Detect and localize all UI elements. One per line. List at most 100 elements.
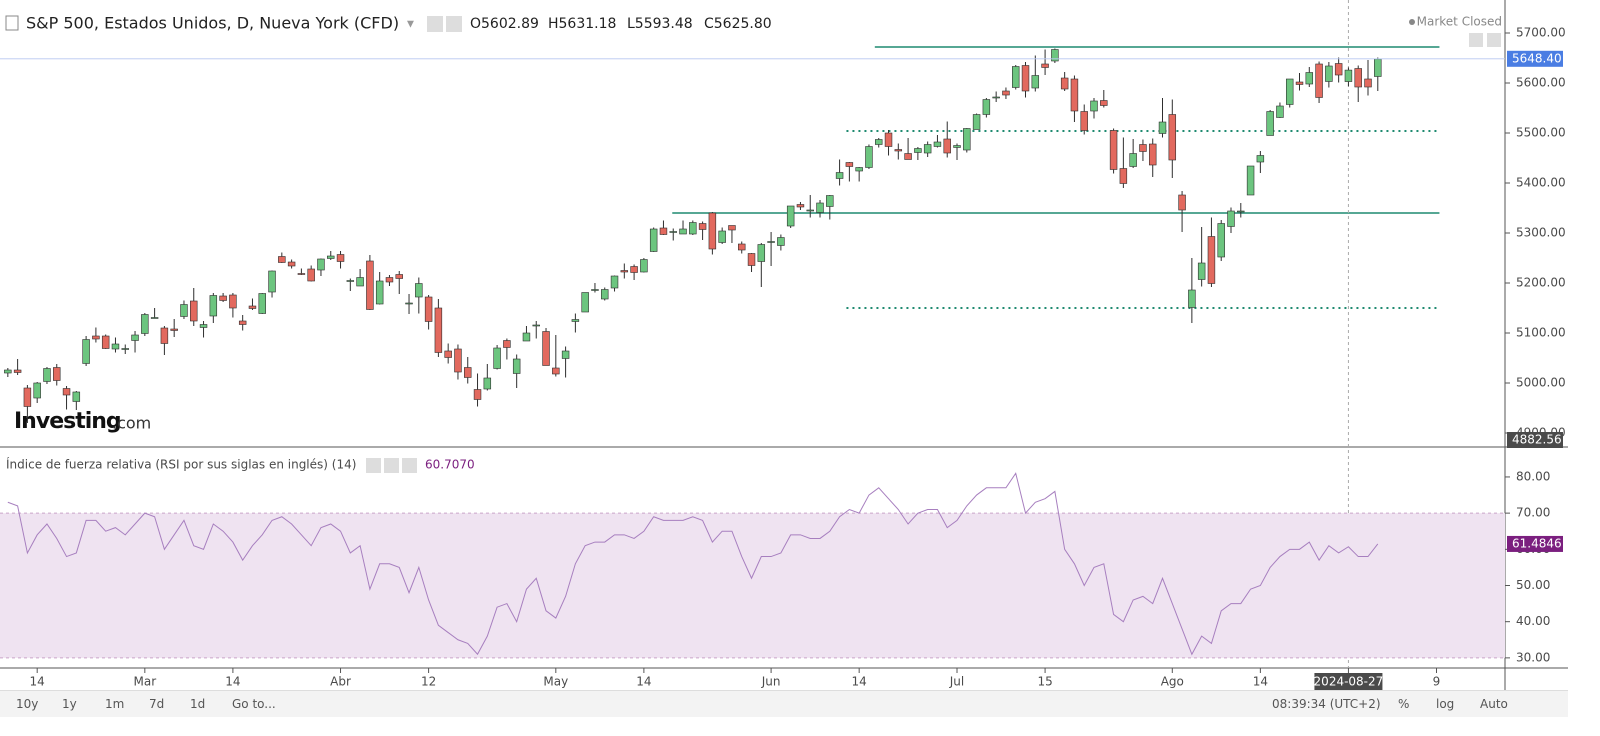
candle-body <box>1315 63 1323 98</box>
candle-body <box>767 241 775 243</box>
candle-body <box>816 202 824 213</box>
x-tick-label: 15 <box>1037 675 1052 689</box>
candle-body <box>1354 68 1362 88</box>
rsi-icon[interactable] <box>402 458 417 473</box>
settings-icon[interactable] <box>427 16 443 32</box>
candle-body <box>786 205 795 227</box>
x-tick-label: Jun <box>761 675 781 689</box>
collapse-icon[interactable] <box>5 15 19 31</box>
x-tick-label: Jul <box>949 675 964 689</box>
candle-body <box>92 335 100 340</box>
candle-body <box>434 307 443 353</box>
candle-body <box>336 254 345 262</box>
candle-body <box>855 167 863 172</box>
candle-body <box>914 148 922 153</box>
candle-body <box>43 368 51 382</box>
rsi-value: 60.7070 <box>425 458 475 472</box>
candle-body <box>923 144 932 154</box>
candle-body <box>620 270 629 273</box>
candle-body <box>1305 72 1314 85</box>
y-tick-label: 40.00 <box>1516 614 1550 628</box>
toolbar: 10y 1y 1m 7d 1d Go to... 08:39:34 (UTC+2)% log A… <box>0 690 1568 717</box>
candle-body <box>1334 63 1343 76</box>
toolbar-item[interactable]: 1m <box>105 697 125 711</box>
candle-body <box>512 358 521 374</box>
candle-body <box>1374 58 1382 77</box>
candle-body <box>1207 236 1216 284</box>
candle-body <box>150 317 159 319</box>
candle-body <box>1325 65 1333 82</box>
candle-body <box>591 289 599 291</box>
candle-body <box>571 319 580 322</box>
candle-body <box>444 350 452 358</box>
candle-body <box>1256 155 1265 163</box>
candle-body <box>669 231 677 233</box>
rsi-icon[interactable] <box>384 458 399 473</box>
candle-body <box>826 195 834 207</box>
candle-body <box>943 138 951 154</box>
toolbar-item[interactable]: 10y <box>16 697 39 711</box>
toolbar-item[interactable]: 7d <box>149 697 165 711</box>
candle-body <box>1070 78 1079 112</box>
x-tick-label: May <box>543 675 568 689</box>
rsi-icon[interactable] <box>366 458 381 473</box>
candle-body <box>1109 130 1118 170</box>
candle-body <box>121 348 129 350</box>
toolbar-item[interactable]: Go to... <box>232 697 276 711</box>
rsi-line <box>7 472 1379 656</box>
settings-icon[interactable] <box>446 16 462 32</box>
dropdown-icon[interactable]: ▼ <box>407 20 414 30</box>
scroll-button[interactable] <box>1469 33 1483 47</box>
candle-body <box>13 369 22 373</box>
scroll-button[interactable] <box>1487 33 1501 47</box>
status-dot <box>1409 19 1415 25</box>
candle-body <box>483 377 492 390</box>
candle-body <box>385 277 394 283</box>
candle-body <box>1041 63 1049 68</box>
candle-body <box>522 332 531 342</box>
y-tick-label: 5600.00 <box>1516 76 1566 90</box>
candle-body <box>904 153 912 160</box>
toolbar-item[interactable]: Auto <box>1480 697 1508 711</box>
candle-body <box>1364 78 1372 88</box>
candle-body <box>1285 78 1294 105</box>
candle-body <box>268 270 276 293</box>
candle-body <box>101 335 110 349</box>
candle-body <box>23 387 32 407</box>
candle-body <box>1060 77 1069 90</box>
candle-body <box>141 314 149 334</box>
candle-body <box>209 295 218 317</box>
x-tick-label: Mar <box>134 675 157 689</box>
candle-body <box>884 132 893 147</box>
y-tick-label: 70.00 <box>1516 506 1550 520</box>
toolbar-item[interactable]: % <box>1398 697 1410 711</box>
toolbar-item[interactable]: 1d <box>190 697 206 711</box>
candle-body <box>796 204 805 208</box>
candle-body <box>679 228 687 235</box>
x-tick-label: 14 <box>30 675 45 689</box>
candle-body <box>356 277 364 287</box>
candle-body <box>1129 153 1137 167</box>
candle-body <box>1158 121 1167 134</box>
toolbar-item: 08:39:34 (UTC+2) <box>1272 697 1381 711</box>
price-label: 5648.40 <box>1512 51 1562 65</box>
x-tick-label: 14 <box>636 675 651 689</box>
candle-body <box>317 258 325 271</box>
candle-body <box>219 295 227 301</box>
toolbar-item[interactable]: 1y <box>62 697 77 711</box>
candle-body <box>875 139 883 145</box>
x-tick-label: Abr <box>330 675 351 689</box>
candle-body <box>982 99 991 115</box>
candle-body <box>845 162 854 167</box>
toolbar-item[interactable]: log <box>1436 697 1455 711</box>
candle-body <box>287 261 296 267</box>
candle-body <box>992 96 1000 99</box>
candle-body <box>689 222 697 235</box>
ohlc-low: L5593.48 <box>627 16 693 32</box>
candle-body <box>552 367 560 375</box>
candle-body <box>278 256 286 263</box>
market-status: Market Closed <box>1417 15 1502 29</box>
candle-body <box>649 228 658 252</box>
candle-body <box>190 300 198 322</box>
candle-body <box>581 292 589 313</box>
